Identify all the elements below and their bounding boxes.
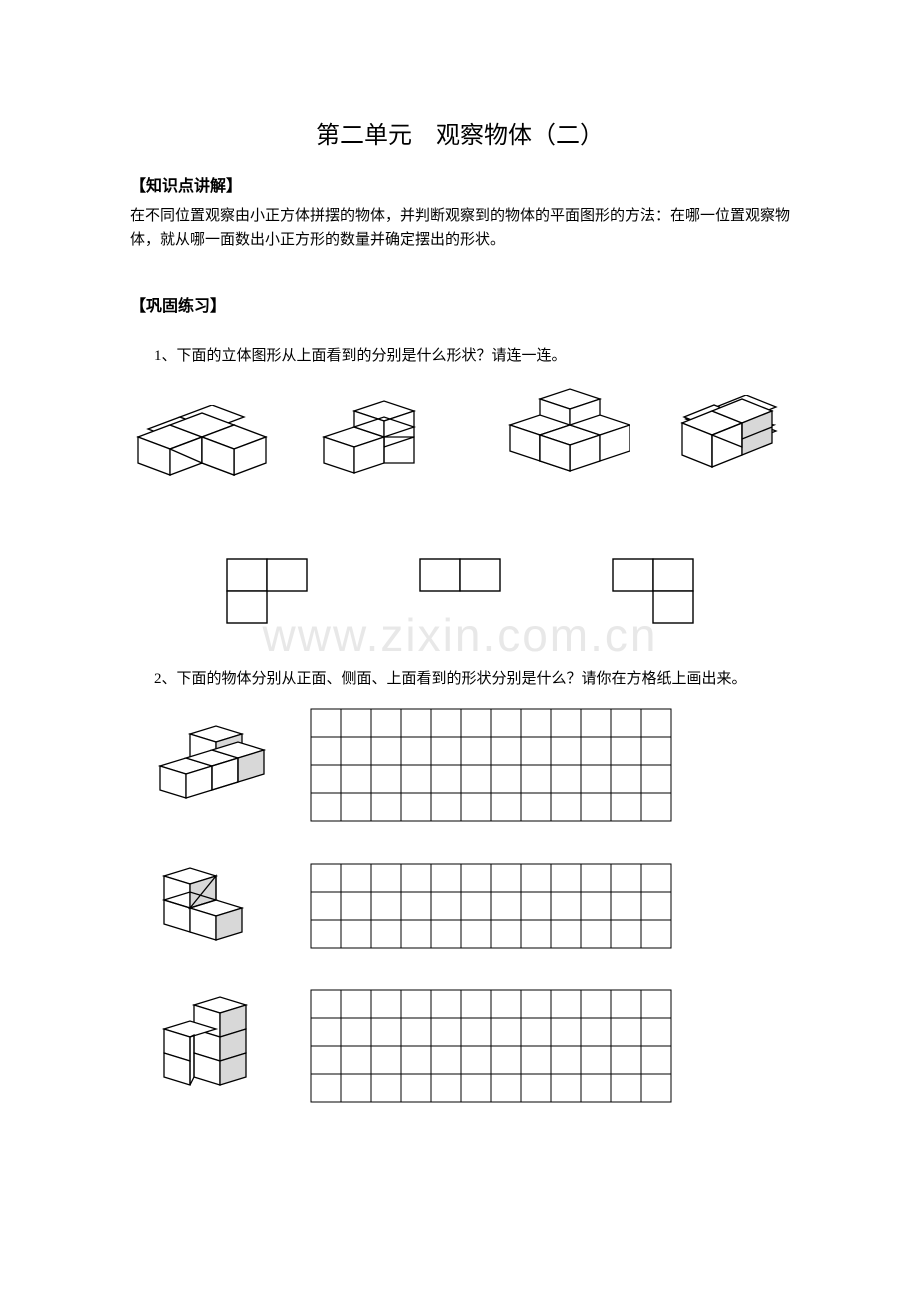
unit-title: 第二单元 观察物体（二）: [130, 115, 790, 150]
cube-q2c: [150, 991, 260, 1101]
q2-row-c: [130, 989, 790, 1103]
cube-q2a: [150, 720, 280, 810]
question-2-text: 2、下面的物体分别从正面、侧面、上面看到的形状分别是什么？请你在方格纸上画出来。: [154, 667, 790, 688]
q2-row-a: [130, 708, 790, 822]
flat-shape-c: [609, 555, 697, 627]
q1-3d-row: [130, 385, 790, 485]
grid-q2b: [310, 863, 672, 949]
cube-3d-b: [310, 395, 440, 485]
cube-3d-c: [480, 385, 630, 485]
question-1-text: 1、下面的立体图形从上面看到的分别是什么形状？请连一连。: [154, 344, 790, 365]
knowledge-heading: 【知识点讲解】: [130, 172, 790, 196]
q2-row-b: [130, 858, 790, 953]
page-container: 第二单元 观察物体（二） 【知识点讲解】 在不同位置观察由小正方体拼摆的物体，并…: [0, 0, 920, 1103]
flat-shape-b: [416, 555, 504, 595]
grid-q2c: [310, 989, 672, 1103]
flat-shape-a: [223, 555, 311, 627]
grid-q2a: [310, 708, 672, 822]
cube-3d-a: [130, 405, 270, 485]
knowledge-text: 在不同位置观察由小正方体拼摆的物体，并判断观察到的物体的平面图形的方法：在哪一位…: [130, 204, 790, 252]
cube-q2b: [150, 858, 260, 953]
practice-heading: 【巩固练习】: [130, 292, 790, 316]
q1-flat-row: [170, 555, 750, 627]
cube-3d-d: [670, 395, 790, 485]
